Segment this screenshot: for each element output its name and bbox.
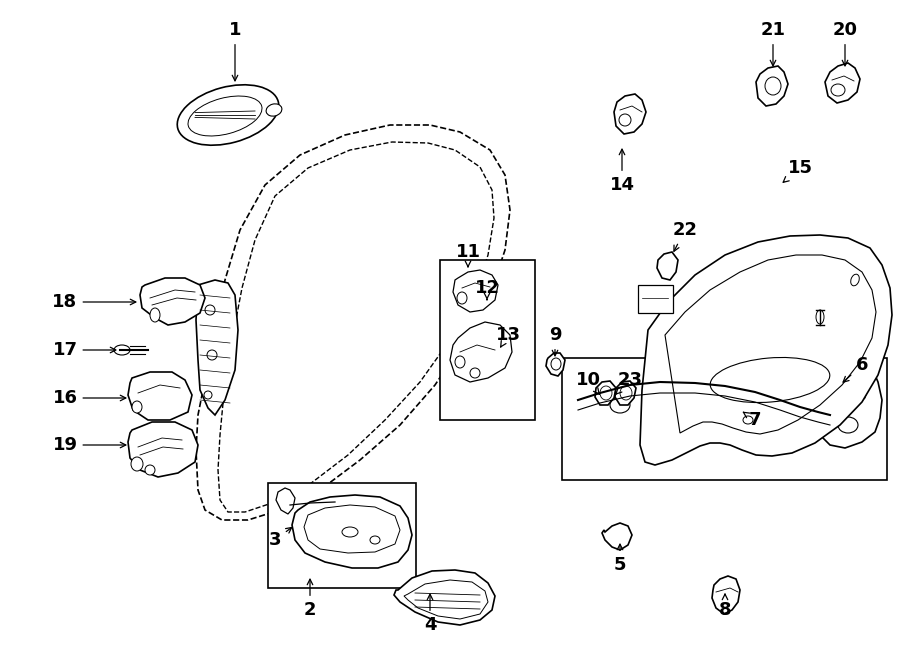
Polygon shape: [292, 495, 412, 568]
Polygon shape: [450, 322, 512, 382]
Text: 6: 6: [843, 356, 868, 382]
Text: 16: 16: [52, 389, 126, 407]
Ellipse shape: [266, 104, 282, 116]
Polygon shape: [546, 353, 565, 376]
Bar: [562, 358, 887, 480]
Text: 22: 22: [672, 221, 698, 251]
Ellipse shape: [150, 308, 160, 322]
Text: 18: 18: [52, 293, 136, 311]
Ellipse shape: [838, 417, 858, 433]
Polygon shape: [276, 488, 295, 514]
Ellipse shape: [551, 358, 561, 370]
Ellipse shape: [370, 536, 380, 544]
Ellipse shape: [205, 305, 215, 315]
Ellipse shape: [610, 397, 630, 413]
Ellipse shape: [457, 292, 467, 304]
Polygon shape: [602, 523, 632, 550]
Text: 11: 11: [455, 243, 481, 267]
Text: 1: 1: [229, 21, 241, 81]
Text: 4: 4: [424, 594, 436, 634]
Ellipse shape: [619, 114, 631, 126]
Ellipse shape: [470, 368, 480, 378]
Text: 20: 20: [832, 21, 858, 66]
Polygon shape: [614, 94, 646, 134]
Polygon shape: [825, 63, 860, 103]
Text: 23: 23: [616, 371, 643, 394]
Text: 21: 21: [760, 21, 786, 66]
Polygon shape: [595, 381, 616, 405]
Ellipse shape: [455, 356, 465, 368]
Polygon shape: [128, 422, 198, 477]
Ellipse shape: [831, 84, 845, 96]
Polygon shape: [394, 570, 495, 625]
Ellipse shape: [114, 345, 130, 355]
Ellipse shape: [207, 350, 217, 360]
Ellipse shape: [850, 274, 860, 286]
Text: 3: 3: [269, 527, 292, 549]
Ellipse shape: [812, 405, 828, 425]
Bar: [440, 260, 535, 420]
Polygon shape: [816, 355, 882, 448]
Bar: [268, 483, 416, 588]
Polygon shape: [756, 66, 788, 106]
Text: 14: 14: [609, 149, 634, 194]
Ellipse shape: [131, 457, 143, 471]
Text: 2: 2: [304, 579, 316, 619]
Text: 10: 10: [575, 371, 600, 394]
Text: 7: 7: [743, 411, 761, 429]
Polygon shape: [140, 278, 205, 325]
Polygon shape: [657, 252, 678, 280]
Polygon shape: [453, 270, 498, 312]
Text: 19: 19: [52, 436, 126, 454]
Polygon shape: [640, 235, 892, 465]
Bar: [638, 285, 673, 313]
Polygon shape: [196, 280, 238, 415]
Text: 15: 15: [783, 159, 813, 182]
Text: 12: 12: [474, 279, 500, 300]
Text: 17: 17: [52, 341, 116, 359]
Polygon shape: [712, 576, 740, 614]
Ellipse shape: [145, 465, 155, 475]
Ellipse shape: [342, 527, 358, 537]
Text: 5: 5: [614, 544, 626, 574]
Ellipse shape: [132, 401, 142, 413]
Text: 8: 8: [719, 594, 732, 619]
Ellipse shape: [743, 416, 753, 424]
Text: 13: 13: [496, 326, 520, 347]
Polygon shape: [615, 381, 636, 405]
Ellipse shape: [204, 391, 212, 399]
Text: 9: 9: [549, 326, 562, 356]
Polygon shape: [128, 372, 192, 420]
Ellipse shape: [177, 85, 279, 145]
